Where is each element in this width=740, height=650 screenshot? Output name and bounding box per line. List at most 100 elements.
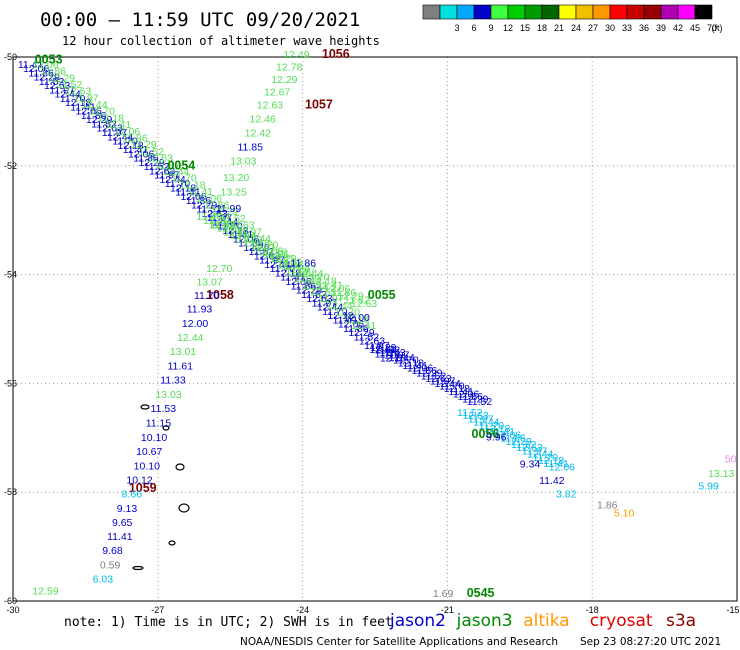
wave-height-label: 12.49 [283,49,309,61]
track-height-label: 12.29 [294,273,320,285]
track-height-label: 11.70 [479,420,505,432]
wave-height-label: 12.78 [276,62,302,74]
track-height-label: 11.70 [375,348,401,360]
time-label: 1056 [322,47,350,61]
track-height-label: 12.06 [277,260,303,272]
track-height-label: 11.70 [322,306,348,318]
track-height-label: 11.86 [412,365,438,377]
track-height-label: 12.18 [311,276,337,288]
track-height-label: 11.86 [264,249,290,261]
legend-bin-label: 45 [690,23,700,33]
track-height-label: 11.86 [133,153,159,165]
legend-bin-label: 42 [673,23,683,33]
wave-height-label: 11.61 [167,360,193,372]
track-height-label: 12.06 [180,191,206,203]
track-height-label: 12.63 [97,123,123,135]
track-height-label: 11.41 [269,253,295,265]
wave-height-label: 13.07 [196,276,222,288]
track-height-label: 12.06 [76,106,102,118]
track-height-label: 11.97 [223,226,249,238]
wave-height-label: 12.42 [245,127,271,139]
track-height-label: 11.70 [393,355,419,367]
wave-height-label: 11.85 [237,142,263,154]
wave-height-label: 6.03 [93,574,114,586]
y-tick-label: -54 [4,270,17,280]
legend-bin-label: 33 [622,23,632,33]
track-height-label: 12.06 [285,276,311,288]
x-tick-label: -15 [726,605,739,615]
track-height-label: 11.86 [122,133,148,145]
time-label: 1059 [129,481,157,495]
x-tick-label: -27 [151,605,164,615]
legend-bin-label: 36 [639,23,649,33]
track-height-label: 11.97 [49,84,75,96]
y-tick-label: -52 [4,161,17,171]
wave-height-label: 11.41 [107,531,133,543]
time-label: 0545 [467,586,495,600]
track-height-label: 12.06 [324,283,350,295]
track-height-label: 12.63 [359,336,385,348]
satellite-legend: jason2 jason3 altika cryosat s3a [389,611,696,631]
track-height-label: 11.41 [402,360,428,372]
wave-height-label: 13.03 [230,156,256,168]
track-height-label: 12.44 [389,352,415,364]
track-height-label: 11.70 [439,381,465,393]
axis-tick-labels: -30 -27 -24 -21 -18 -15 -50 -52 -54 -56 -58 -60 [4,52,740,615]
track-height-label: 12.29 [86,114,112,126]
satellite-name: jason2 [389,611,446,631]
track-height-label: 12.29 [49,72,75,84]
track-height-label: 11.52 [196,204,222,216]
track-height-label: 11.52 [144,161,170,173]
legend-swatch [643,4,662,20]
track-height-label: 11.70 [335,307,361,319]
track-height-label: 11.97 [312,297,338,309]
wave-height-label: 5.10 [614,508,635,520]
track-height-label: 12.06 [196,193,222,205]
track-height-label: 11.86 [186,195,212,207]
track-height-label: 12.29 [337,291,363,303]
track-height-label: 12.63 [310,287,336,299]
x-tick-label: -18 [586,605,599,615]
track-height-label: 11.52 [421,370,447,382]
wave-height-label: 8.66 [122,489,143,501]
island-outlines [132,404,190,571]
track-height-label: 12.63 [462,410,488,422]
legend-swatch [507,4,526,20]
wave-height-label: 9.34 [520,459,541,471]
legend-swatch [626,4,645,20]
track-height-label: 11.97 [259,255,285,267]
wave-height-label: 10.12 [126,474,152,486]
track-height-label: 11.52 [457,407,483,419]
wave-height-label: 11.99 [216,203,242,215]
satellite-name: cryosat [590,611,653,631]
track-height-label: 12.63 [351,298,377,310]
wave-height-label: 10.67 [136,446,162,458]
track-height-label: 12.06 [549,461,575,473]
track-height-label: 12.06 [453,388,479,400]
legend-swatch [694,4,713,20]
track-height-label: 12.29 [34,72,60,84]
track-height-label: 12.18 [538,455,564,467]
wave-height-label: 12.44 [177,332,203,344]
track-height-label: 11.70 [253,240,279,252]
track-height-label: 11.97 [318,293,344,305]
time-label: 1057 [305,98,333,112]
track-height-label: 12.18 [261,246,287,258]
legend-swatch [422,4,441,20]
wave-height-label: 12.53 [208,219,234,231]
track-height-label: 12.18 [343,313,369,325]
track-height-label: 11.41 [228,229,254,241]
wave-height-label: 12.46 [250,113,276,125]
track-height-label: 11.52 [302,280,328,292]
track-height-label: 11.41 [317,279,343,291]
track-height-label: 11.70 [60,93,86,105]
legend-swatch [439,4,458,20]
track-height-label: 12.44 [245,233,271,245]
track-height-label: 11.97 [468,413,494,425]
map-gridlines [13,57,737,601]
track-height-label: 12.18 [179,179,205,191]
footer-note: note: 1) Time is in UTC; 2) SWH is in fe… [64,615,393,630]
track-height-label: 12.44 [369,344,395,356]
